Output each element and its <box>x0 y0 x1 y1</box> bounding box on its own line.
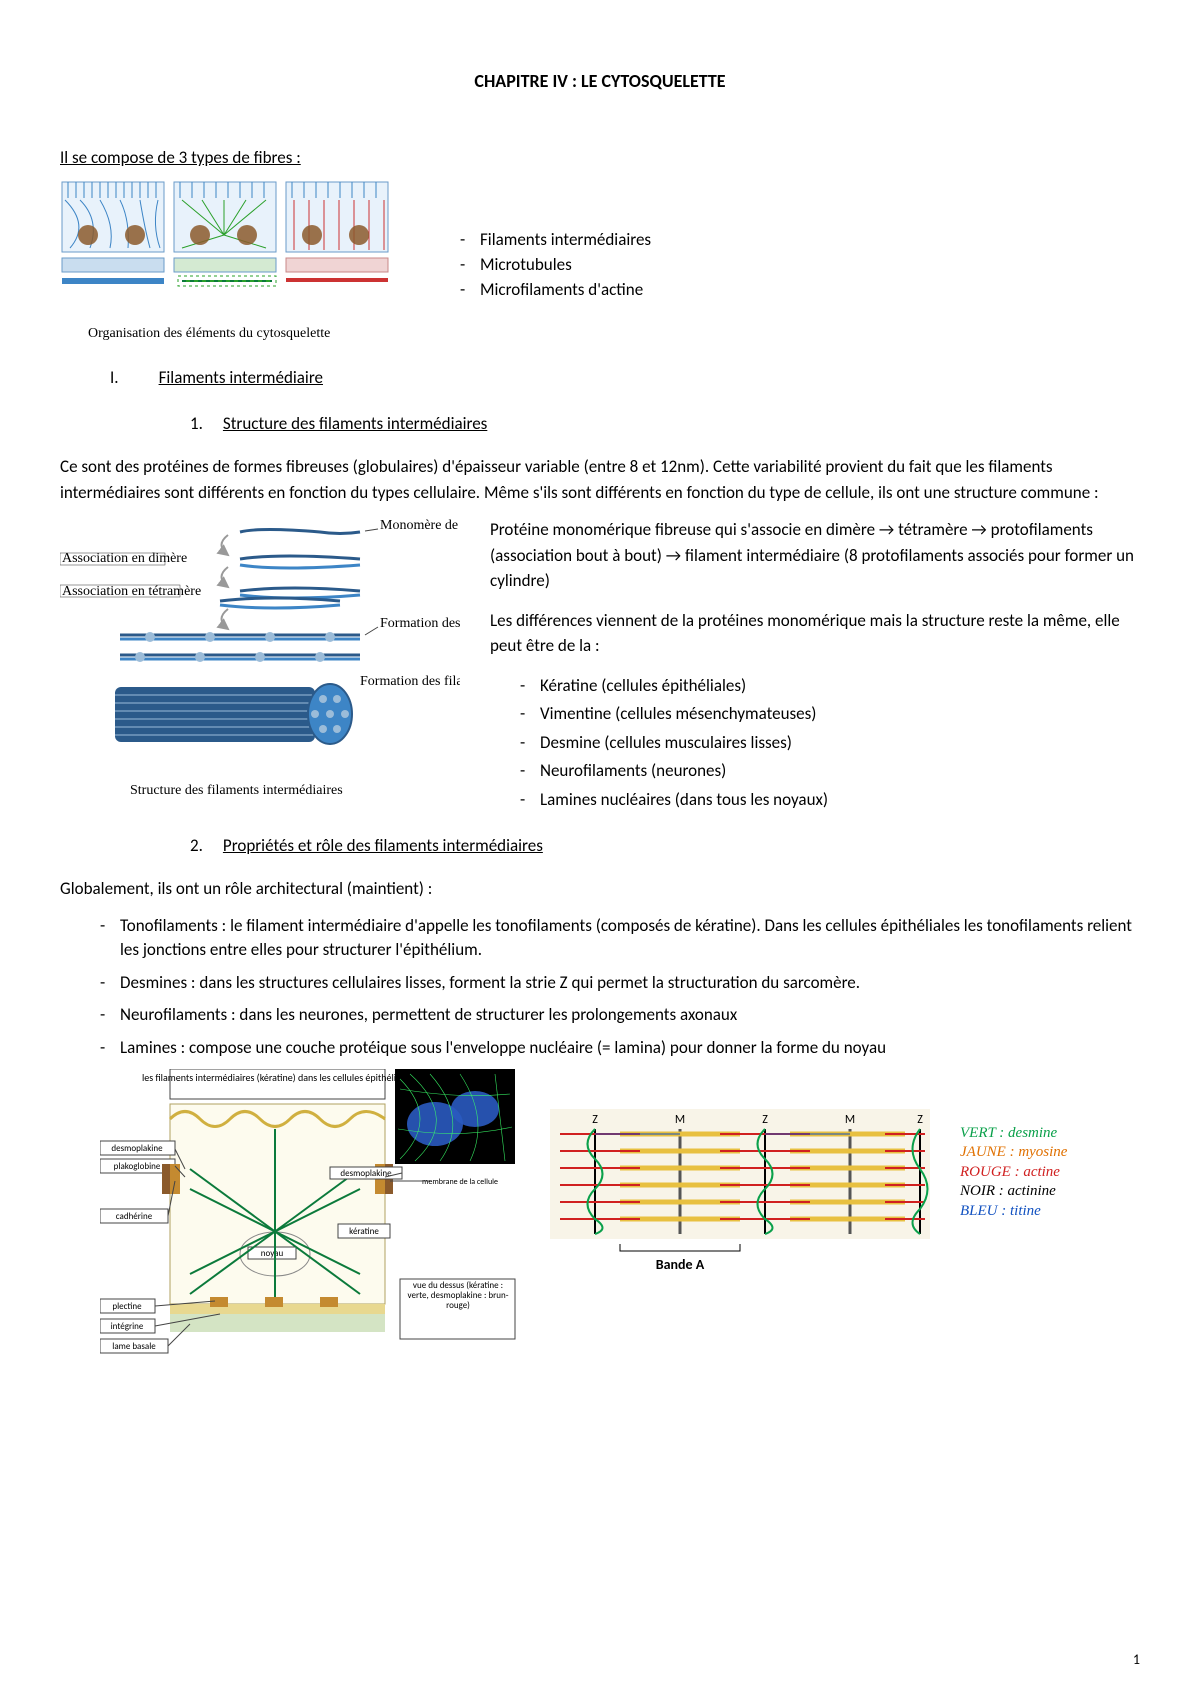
color-legend: VERT : desmine JAUNE : myosine ROUGE : a… <box>960 1124 1067 1222</box>
figure-3: les filaments intermédiaires (kératine) … <box>100 1069 520 1369</box>
bottom-figures-row: les filaments intermédiaires (kératine) … <box>100 1069 1140 1369</box>
list-item: Lamines : compose une couche protéique s… <box>60 1036 1140 1061</box>
filament-structure-svg: Monomère de protéine fibreuse Associatio… <box>60 517 460 777</box>
fig-label: desmoplakine <box>340 1168 392 1179</box>
subsection-1-1-heading: 1. Structure des filaments intermédiaire… <box>190 413 1140 434</box>
fig-label: kératine <box>349 1226 379 1237</box>
subsection-title: Propriétés et rôle des filaments intermé… <box>223 835 543 856</box>
intro-line: Il se compose de 3 types de fibres : <box>60 147 1140 168</box>
section-1-heading: I. Filaments intermédiaire <box>110 367 1140 388</box>
z-label: Z <box>592 1113 598 1127</box>
structure-para-1: Protéine monomérique fibreuse qui s'asso… <box>490 517 1140 594</box>
legend-item: VERT : desmine <box>960 1124 1067 1144</box>
fig-label: vue du dessus (kératine : verte, desmopl… <box>402 1281 514 1311</box>
list-item: Neurofilaments (neurones) <box>490 758 1140 784</box>
subsection-1-2-heading: 2. Propriétés et rôle des filaments inte… <box>190 835 1140 856</box>
sarcomere-svg: Z M Z M Z <box>550 1109 930 1279</box>
list-item: Lamines nucléaires (dans tous les noyaux… <box>490 787 1140 813</box>
cytoskeleton-overview-svg <box>60 180 390 320</box>
fig3-title: les filaments intermédiaires (kératine) … <box>142 1071 412 1084</box>
fig-label: plectine <box>112 1301 142 1312</box>
chapter-title: CHAPITRE IV : LE CYTOSQUELETTE <box>60 70 1140 92</box>
band-a-label: Bande A <box>656 1256 705 1273</box>
figure-2: Monomère de protéine fibreuse Associatio… <box>60 517 460 799</box>
fig-label: desmoplakine <box>111 1143 163 1154</box>
section-title: Filaments intermédiaire <box>159 367 323 388</box>
subsection-number: 2. <box>190 835 203 856</box>
list-item: Filaments intermédiaires <box>430 229 651 250</box>
list-item: Microfilaments d'actine <box>430 279 651 300</box>
top-row: Organisation des éléments du cytosquelet… <box>60 180 1140 342</box>
figure-1: Organisation des éléments du cytosquelet… <box>60 180 390 342</box>
list-item: Desmine (cellules musculaires lisses) <box>490 730 1140 756</box>
figure-1-caption: Organisation des éléments du cytosquelet… <box>60 326 390 342</box>
list-item: Vimentine (cellules mésenchymateuses) <box>490 701 1140 727</box>
fig-label: cadhérine <box>116 1211 153 1222</box>
m-label: M <box>845 1113 855 1127</box>
figure-2-caption: Structure des filaments intermédiaires <box>60 783 460 799</box>
section-number: I. <box>110 367 119 388</box>
legend-item: BLEU : titine <box>960 1202 1067 1222</box>
list-item: Desmines : dans les structures cellulair… <box>60 971 1140 996</box>
fig-label: lame basale <box>112 1341 156 1352</box>
fig-label: Monomère de protéine fibreuse <box>380 518 460 533</box>
legend-item: NOIR : actinine <box>960 1182 1067 1202</box>
z-label: Z <box>917 1113 923 1127</box>
figure-4: Z M Z M Z <box>550 1069 930 1279</box>
fig-label: noyau <box>261 1248 284 1259</box>
fiber-types-list: Filaments intermédiaires Microtubules Mi… <box>430 225 651 304</box>
protein-list: Kératine (cellules épithéliales) Vimenti… <box>490 673 1140 813</box>
legend-item: JAUNE : myosine <box>960 1143 1067 1163</box>
list-item: Microtubules <box>430 254 651 275</box>
fig-label: intégrine <box>111 1321 144 1332</box>
list-item: Neurofilaments : dans les neurones, perm… <box>60 1003 1140 1028</box>
paragraph-2: Globalement, ils ont un rôle architectur… <box>60 876 1140 902</box>
m-label: M <box>675 1113 685 1127</box>
epithelial-svg: les filaments intermédiaires (kératine) … <box>100 1069 520 1369</box>
z-label: Z <box>762 1113 768 1127</box>
fig-label: membrane de la cellule <box>422 1177 498 1187</box>
fig-label: plakoglobine <box>114 1161 161 1172</box>
list-item: Tonofilaments : le filament intermédiair… <box>60 914 1140 963</box>
roles-list: Tonofilaments : le filament intermédiair… <box>60 914 1140 1061</box>
paragraph-1: Ce sont des protéines de formes fibreuse… <box>60 454 1140 505</box>
structure-row: Monomère de protéine fibreuse Associatio… <box>60 517 1140 815</box>
page-number: 1 <box>1133 1651 1140 1668</box>
legend-item: ROUGE : actine <box>960 1163 1067 1183</box>
list-item: Kératine (cellules épithéliales) <box>490 673 1140 699</box>
subsection-number: 1. <box>190 413 203 434</box>
subsection-title: Structure des filaments intermédiaires <box>223 413 487 434</box>
fig-label: Formation des protofilaments <box>380 616 460 631</box>
structure-para-2: Les différences viennent de la protéines… <box>490 608 1140 659</box>
structure-text: Protéine monomérique fibreuse qui s'asso… <box>490 517 1140 815</box>
fig-label: Formation des filaments intermédiaires <box>360 674 460 689</box>
